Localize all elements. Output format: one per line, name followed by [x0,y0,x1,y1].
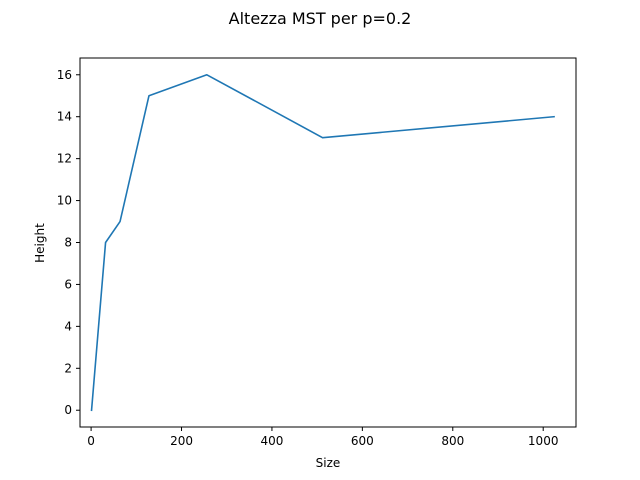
y-tick-label: 6 [64,277,72,291]
y-tick-label: 12 [57,152,72,166]
plot-frame [79,57,577,428]
x-tick-label: 400 [260,434,283,448]
y-tick-label: 10 [57,194,72,208]
y-tick-label: 4 [64,319,72,333]
chart-title: Altezza MST per p=0.2 [229,9,412,28]
series-line-1 [90,73,555,412]
x-tick-label: 600 [351,434,374,448]
y-tick-label: 2 [64,361,72,375]
y-axis-label: Height [33,223,47,263]
x-tick-label: 200 [170,434,193,448]
y-tick-label: 0 [64,403,72,417]
x-tick-label: 800 [441,434,464,448]
x-tick-label: 1000 [528,434,559,448]
y-tick-label: 14 [57,110,72,124]
x-axis-label: Size [316,456,341,470]
x-tick-label: 0 [87,434,95,448]
y-tick-label: 16 [57,68,72,82]
y-tick-label: 8 [64,236,72,250]
plot-area: 0 200 400 600 800 1000 0 2 4 6 8 10 12 14 16 [57,57,577,448]
